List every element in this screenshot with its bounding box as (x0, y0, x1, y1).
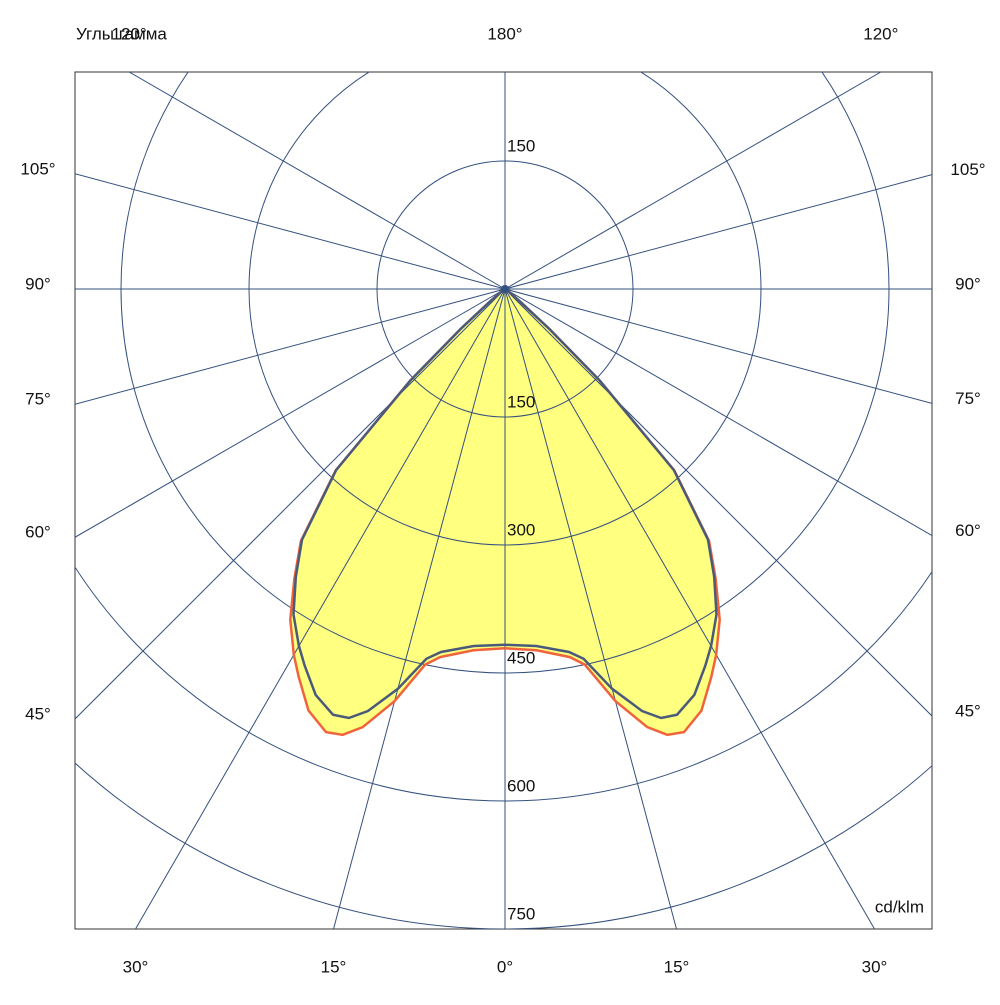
grid-radial (504, 288, 932, 404)
grid-radial (128, 72, 506, 290)
intensity-curve (504, 287, 718, 720)
grid-radial (75, 288, 506, 720)
intensity-area (505, 289, 720, 735)
r-tick-label: 600 (507, 776, 535, 795)
grid-radial (504, 288, 932, 717)
grid-radial (504, 174, 932, 290)
gamma-tick-label: 15° (664, 957, 690, 976)
gamma-tick-label: 60° (25, 523, 51, 542)
gamma-tick-label: 30° (862, 957, 888, 976)
gamma-tick-label: 120° (112, 24, 147, 43)
gamma-tick-label: 180° (487, 24, 522, 43)
grid-radial (75, 288, 506, 538)
intensity-area (290, 289, 505, 735)
grid-radial (504, 72, 882, 290)
r-tick-label: 150 (507, 392, 535, 411)
r-tick-label: 750 (507, 904, 535, 923)
gamma-tick-label: 75° (955, 389, 981, 408)
gamma-tick-label: 30° (123, 957, 149, 976)
gamma-tick-label: 0° (497, 957, 513, 976)
gamma-tick-label: 60° (955, 521, 981, 540)
plot-area (75, 72, 932, 929)
center-point (501, 285, 509, 293)
gamma-tick-label: 45° (955, 701, 981, 720)
unit-label: cd/klm (875, 897, 924, 916)
grid-radial (504, 288, 875, 929)
grid-radial (504, 288, 677, 929)
labels: 150 300 450 600 750 150 120° 105° 90° 75° 60° 45° 30… (20, 24, 985, 976)
r-tick-label: 300 (507, 520, 535, 539)
gamma-tick-label: 45° (25, 704, 51, 723)
r-tick-label: 450 (507, 648, 535, 667)
gamma-tick-label: 90° (25, 274, 51, 293)
grid-radial (333, 288, 506, 929)
gamma-tick-label: 105° (950, 160, 985, 179)
grid-radial (504, 288, 932, 536)
gamma-tick-label: 105° (20, 159, 55, 178)
gamma-tick-label: 120° (863, 24, 898, 43)
chart-title: Углы гамма (76, 24, 167, 43)
gamma-tick-label: 15° (321, 957, 347, 976)
grid-radial (75, 288, 506, 405)
gamma-tick-label: 75° (25, 390, 51, 409)
gamma-tick-label: 90° (955, 274, 981, 293)
r-tick-label: 150 (507, 136, 535, 155)
grid-radial (135, 288, 506, 929)
grid-radial (75, 173, 506, 290)
intensity-curve (292, 287, 506, 720)
